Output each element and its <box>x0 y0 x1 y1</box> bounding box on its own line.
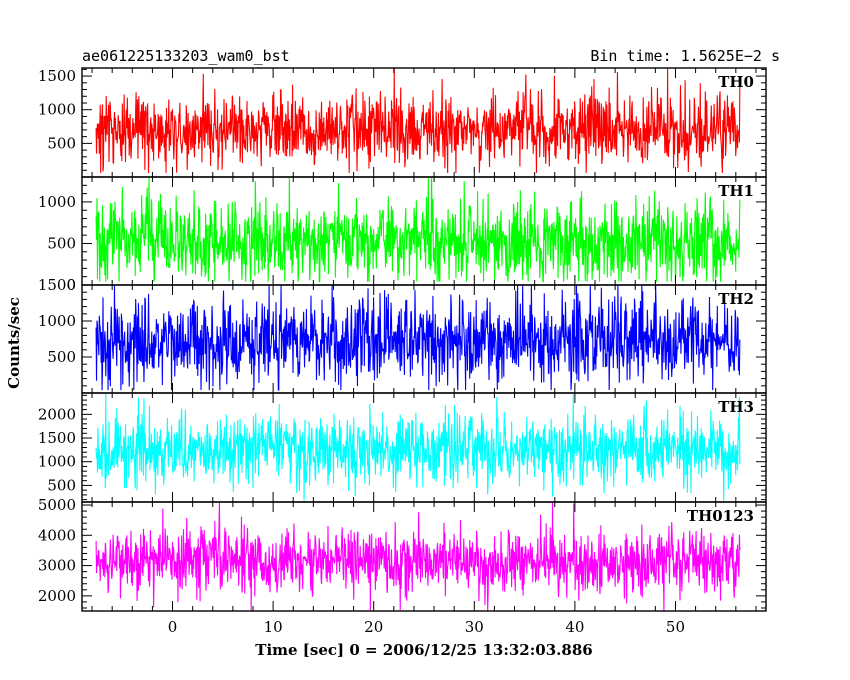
panel-frame <box>81 501 767 612</box>
panel-label-th0: TH0 <box>718 73 754 91</box>
x-tick-label: 30 <box>465 618 484 636</box>
y-axis-title: Counts/sec <box>5 297 23 389</box>
x-tick-label: 20 <box>364 618 383 636</box>
panel-th2: 500 1000 1500 TH2 <box>38 276 767 394</box>
y-tick-label: 2000 <box>38 587 76 605</box>
y-ticks <box>82 394 766 501</box>
x-ticks <box>91 502 757 611</box>
x-tick-label: 0 <box>168 618 178 636</box>
y-tick-label: 2000 <box>38 405 76 423</box>
x-axis-tick-labels: 0 10 20 30 40 50 <box>168 618 685 636</box>
series-line-th2 <box>95 285 741 391</box>
x-ticks <box>91 68 757 177</box>
y-tick-label: 3000 <box>38 557 76 575</box>
panel-label-th0123: TH0123 <box>687 507 754 525</box>
series-line-th0 <box>95 68 741 173</box>
panel-label-th3: TH3 <box>718 398 754 416</box>
x-tick-label: 40 <box>565 618 584 636</box>
panel-label-th1: TH1 <box>718 182 754 200</box>
panel-th0: 500 1000 1500 TH0 <box>38 67 767 178</box>
chart-title-right: Bin time: 1.5625E−2 s <box>590 47 780 65</box>
y-tick-label: 1000 <box>38 193 76 211</box>
x-tick-label: 50 <box>666 618 685 636</box>
y-ticks <box>82 284 766 394</box>
y-tick-label: 1500 <box>38 429 76 447</box>
y-tick-label: 500 <box>47 134 76 152</box>
y-tick-label: 0 <box>66 276 76 294</box>
y-tick-label: 1000 <box>38 101 76 119</box>
y-tick-label: 4000 <box>38 526 76 544</box>
x-ticks <box>91 177 757 285</box>
series-line-th0123 <box>95 502 741 611</box>
series-line-th1 <box>95 177 741 283</box>
y-ticks <box>82 68 766 178</box>
panel-label-th2: TH2 <box>718 290 754 308</box>
panel-th0123: 2000 3000 4000 5000 TH0123 <box>38 496 767 612</box>
panel-th1: 0 500 1000 TH1 <box>38 176 767 294</box>
x-ticks <box>91 285 757 393</box>
panel-th3: 500 1000 1500 2000 TH3 <box>38 392 767 503</box>
y-tick-label: 500 <box>47 348 76 366</box>
chart-title-left: ae061225133203_wam0_bst <box>82 47 290 65</box>
y-tick-label: 1000 <box>38 453 76 471</box>
y-tick-label: 1500 <box>38 276 76 294</box>
y-ticks <box>82 504 766 609</box>
y-tick-label: 1000 <box>38 312 76 330</box>
y-tick-label: 500 <box>47 476 76 494</box>
series-line-th3 <box>95 393 741 501</box>
y-tick-label: 500 <box>47 234 76 252</box>
x-tick-label: 10 <box>264 618 283 636</box>
x-ticks <box>91 393 757 502</box>
y-ticks <box>82 176 766 286</box>
y-tick-label: 5000 <box>38 496 76 514</box>
y-tick-label: 1500 <box>38 67 76 85</box>
x-axis-title: Time [sec] 0 = 2006/12/25 13:32:03.886 <box>255 641 592 659</box>
